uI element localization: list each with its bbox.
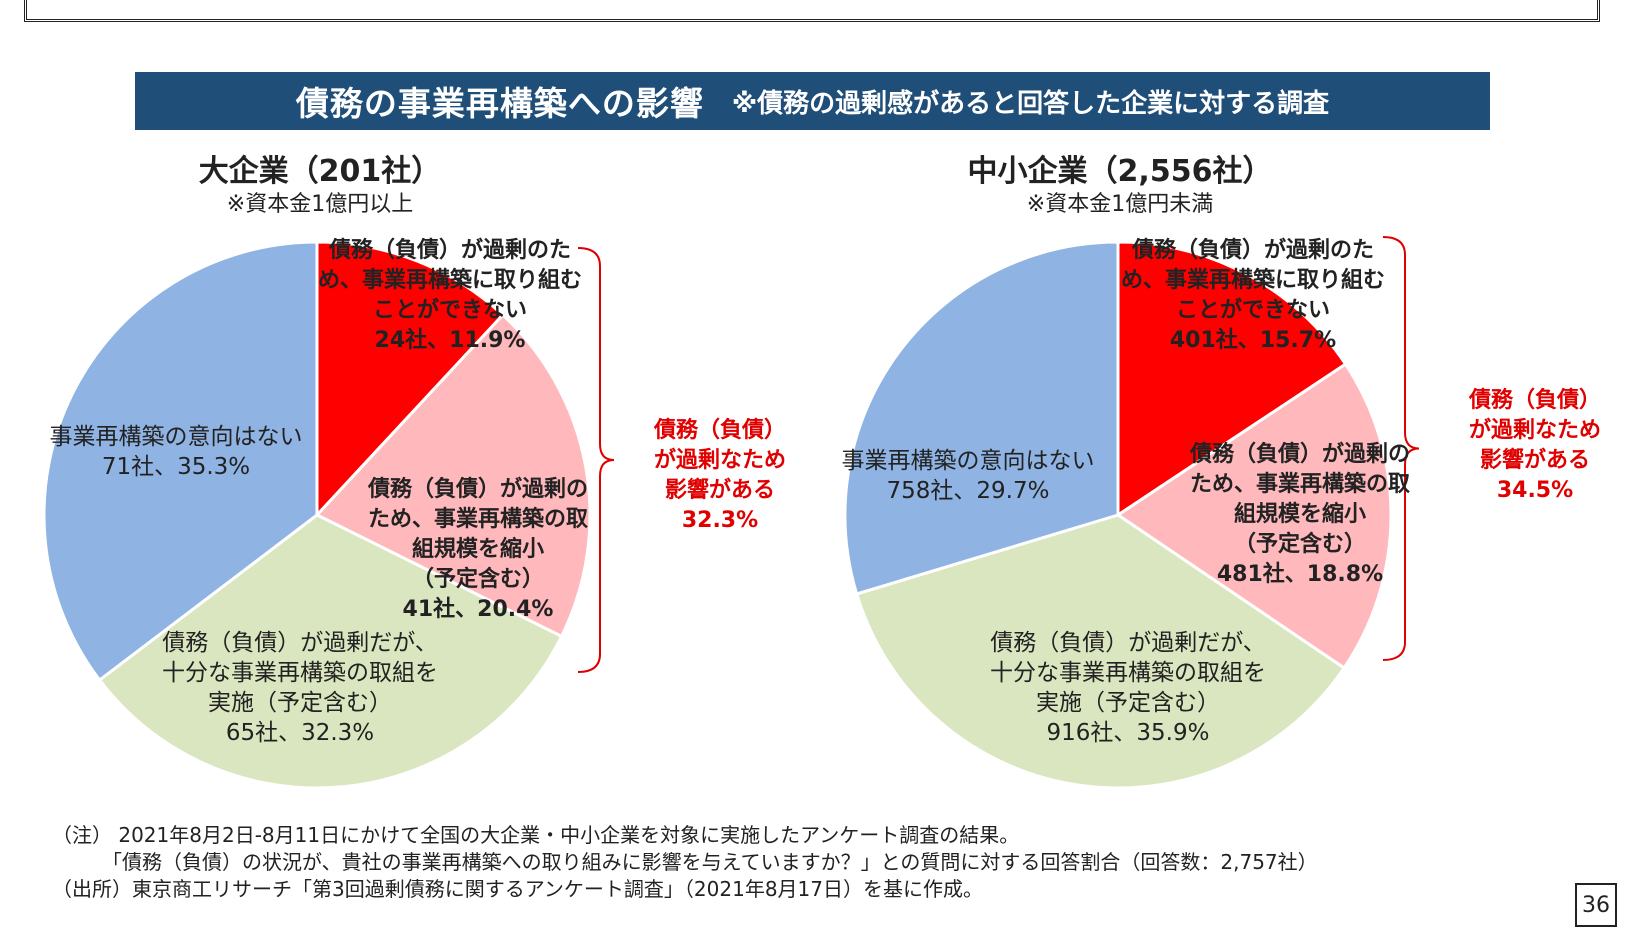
slice-label-unable: 債務（負債）が過剰のた め、事業再構築に取り組む ことができない 401社、15.7% bbox=[1120, 238, 1386, 353]
slice-label-enough: 債務（負債）が過剰だが、 十分な事業再構築の取組を 実施（予定含む） 65社、32.3… bbox=[162, 630, 438, 746]
impact-brackets bbox=[577, 236, 1420, 673]
slice-label-reduce: 債務（負債）が過剰の ため、事業再構築の取 組規模を縮小 （予定含む） 481社、18.… bbox=[1189, 442, 1411, 587]
slice-label-no_intent: 事業再構築の意向はない 758社、29.7% bbox=[841, 448, 1095, 504]
top-frame bbox=[24, 0, 1600, 22]
pie-slice-no_intent bbox=[843, 240, 1120, 596]
bracket-0 bbox=[577, 247, 615, 673]
note-line: 「債務（負債）の状況が、貴社の事業再構築への取り組みに影響を与えていますか？」と… bbox=[52, 850, 1318, 874]
slice-label-enough: 債務（負債）が過剰だが、 十分な事業再構築の取組を 実施（予定含む） 916社、35.… bbox=[990, 630, 1266, 746]
chart-subtitle-large: ※資本金1億円以上 bbox=[226, 192, 414, 217]
chart-title-large: 大企業（201社） bbox=[198, 154, 442, 189]
pie-sme bbox=[843, 240, 1393, 790]
pie-slice-no_intent bbox=[42, 240, 319, 683]
chart-subtitle-sme: ※資本金1億円未満 bbox=[1026, 192, 1214, 217]
page-title: 債務の事業再構築への影響 bbox=[295, 84, 704, 123]
slice-label-no_intent: 事業再構築の意向はない 71社、35.3% bbox=[49, 424, 303, 480]
chart-title-sme: 中小企業（2,556社） bbox=[967, 154, 1273, 189]
pie-slice-unable bbox=[315, 240, 505, 519]
bracket-1 bbox=[1382, 236, 1420, 661]
pie-slice-reduce bbox=[314, 312, 592, 639]
pie-slice-unable bbox=[1116, 240, 1348, 518]
impact-label: 債務（負債） が過剰なため 影響がある 34.5% bbox=[1468, 388, 1602, 503]
pie-slice-reduce bbox=[1115, 362, 1393, 671]
pie-slice-enough bbox=[854, 513, 1347, 790]
title-banner: 債務の事業再構築への影響 ※債務の過剰感があると回答した企業に対する調査 bbox=[135, 72, 1490, 130]
source-line: （出所）東京商工リサーチ「第3回過剰債務に関するアンケート調査」（2021年8月… bbox=[52, 877, 983, 901]
note-line: （注） 2021年8月2日-8月11日にかけて全国の大企業・中小企業を対象に実施… bbox=[52, 823, 1020, 847]
impact-label: 債務（負債） が過剰なため 影響がある 32.3% bbox=[653, 418, 787, 533]
page-number: 36 bbox=[1575, 883, 1617, 927]
slice-label-reduce: 債務（負債）が過剰の ため、事業再構築の取 組規模を縮小 （予定含む） 41社、20.4… bbox=[367, 477, 589, 622]
page-subtitle: ※債務の過剰感があると回答した企業に対する調査 bbox=[731, 88, 1330, 119]
footnotes: （注） 2021年8月2日-8月11日にかけて全国の大企業・中小企業を対象に実施… bbox=[52, 822, 1318, 903]
pie-slice-enough bbox=[97, 513, 564, 790]
slice-label-unable: 債務（負債）が過剰のた め、事業再構築に取り組む ことができない 24社、11.9% bbox=[317, 238, 583, 353]
pie-large-enterprise bbox=[42, 240, 592, 790]
